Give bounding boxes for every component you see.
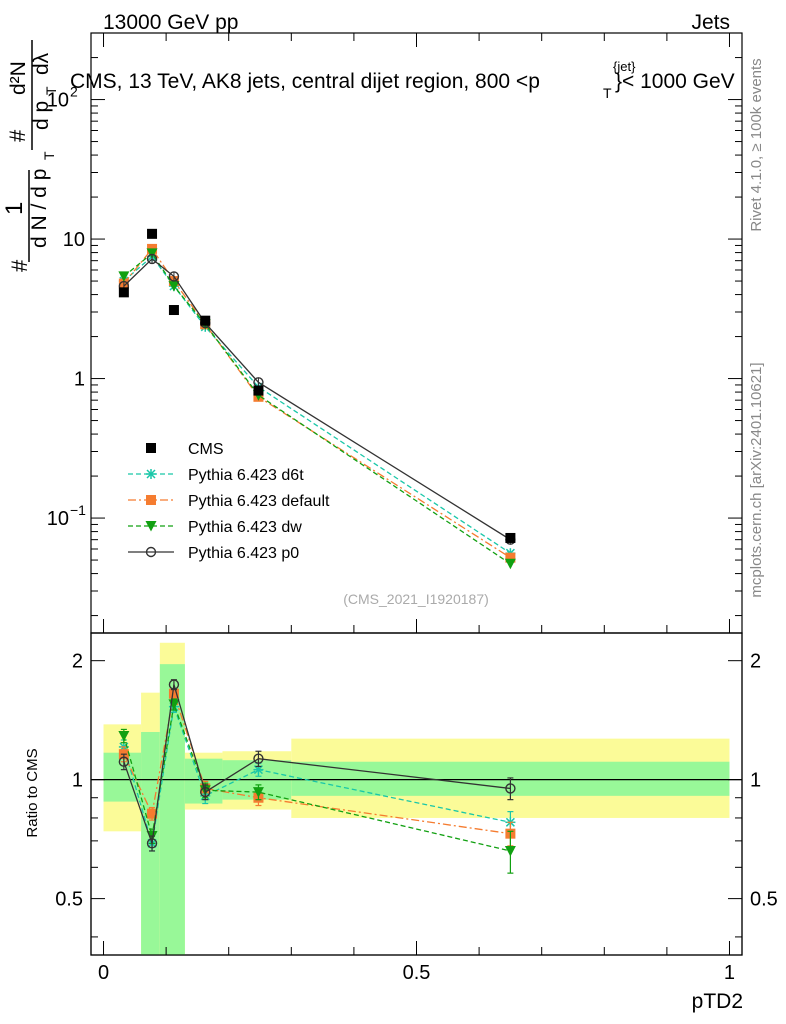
ratio-point-p0 [505,783,516,794]
y-label-num-hash: # [5,129,30,142]
main-y-tick-label: 10 [63,229,85,251]
header-right: Jets [691,11,730,34]
y-label-one: 1 [1,202,28,215]
y-label-dpt-sub: T [43,86,59,95]
title-superscript: {jet} [613,59,636,74]
main-point-cms [253,385,264,396]
main-series-line-default [123,247,511,559]
main-y-axis-label: # 1 d N / d p T # d²N d p T dλ [1,40,59,272]
main-point-dw [168,281,180,292]
ratio-series-line-default [123,693,511,835]
main-point-dw [146,248,158,259]
ratio-point-dw [252,787,264,798]
ratio-y-tick-label: 0.5 [55,889,83,911]
ratio-x-tick-label: 1 [724,962,735,984]
ratio-panel: 0.5 0.5 1 1 2 2 0 0.5 1 [55,632,778,984]
ratio-x-tick-label: 0.5 [403,962,431,984]
main-point-cms [200,315,211,326]
ratio-point-default [147,808,158,819]
title-end: }< 1000 GeV [615,70,735,93]
main-series-line-dw [123,252,511,565]
ratio-point-p0 [168,679,180,690]
main-point-dw [118,271,130,282]
ratio-y-axis-label: Ratio to CMS [24,748,41,837]
legend-label-p0: Pythia 6.423 p0 [188,545,299,562]
ratio-series-line-p0 [123,684,511,844]
ratio-point-p0 [200,786,211,798]
ratio-point-p0 [253,753,264,764]
ratio-point-p0 [118,756,130,767]
rivet-version-text: Rivet 4.1.0, ≥ 100k events [748,58,765,231]
main-y-tick-label-base: 10 [47,508,69,530]
title-main: CMS, 13 TeV, AK8 jets, central dijet reg… [70,70,540,93]
mcplots-reference-text: mcplots.cern.ch [arXiv:2401.10621] [748,362,765,597]
legend-marker-dw [145,521,157,532]
main-point-p0 [168,271,180,282]
ratio-point-p0 [146,838,158,849]
legend-label-default: Pythia 6.423 default [188,493,330,510]
main-series-line-d6t [123,255,511,554]
y-label-numerator: d²N [7,61,30,95]
main-point-cms [505,532,516,543]
analysis-id-watermark: (CMS_2021_I1920187) [343,591,489,607]
plot-title: CMS, 13 TeV, AK8 jets, central dijet reg… [70,59,735,101]
main-y-tick-label-exp: −1 [70,502,86,518]
y-label-denominator-sub: T [41,151,57,160]
legend-label-d6t: Pythia 6.423 d6t [188,467,304,484]
ratio-y-tick-label-right: 0.5 [750,889,778,911]
ratio-point-dw [504,845,516,857]
ratio-y-tick-label: 1 [72,770,83,792]
ratio-y-tick-label-right: 2 [750,651,761,673]
header-left: 13000 GeV pp [103,11,238,34]
ratio-point-default [168,688,179,699]
legend-marker-d6t [146,469,156,479]
ratio-x-tick-label: 0 [98,962,109,984]
title-subscript: T [603,85,612,101]
main-point-default [505,552,516,563]
legend-marker-d6t-d2 [146,469,156,479]
ratio-y-tick-label-right: 1 [750,770,761,792]
main-plot-frame [90,32,743,634]
main-point-cms [147,228,158,239]
main-point-cms [118,287,129,298]
legend-marker-p0 [145,546,157,558]
ratio-y-tick-label: 2 [72,651,83,673]
main-series-line-p0 [123,258,511,541]
ratio-series-line-d6t [123,706,511,844]
main-y-tick-label-exp: 2 [70,84,78,100]
legend-marker-default [146,495,156,505]
legend-label-cms: CMS [188,441,224,458]
y-label-hash: # [7,259,32,272]
main-point-dw [504,558,516,570]
legend-marker-cms [146,443,156,453]
ratio-series-line-dw [123,701,511,852]
main-point-cms [168,305,179,316]
y-label-dpt: d p [30,101,53,130]
x-axis-label: pTD2 [692,990,743,1013]
legend: CMS Pythia 6.423 d6t Pythia 6.423 default P… [128,441,330,562]
ratio-point-dw [118,730,130,742]
main-y-tick-label-base: 10 [47,90,69,112]
legend-label-dw: Pythia 6.423 dw [188,519,302,536]
y-label-denominator: d N / d p [28,169,51,248]
main-y-tick-label: 1 [74,369,85,391]
y-label-dlambda: dλ [30,52,53,75]
main-point-p0 [146,253,158,265]
ratio-uncertainty-bands [103,642,730,955]
